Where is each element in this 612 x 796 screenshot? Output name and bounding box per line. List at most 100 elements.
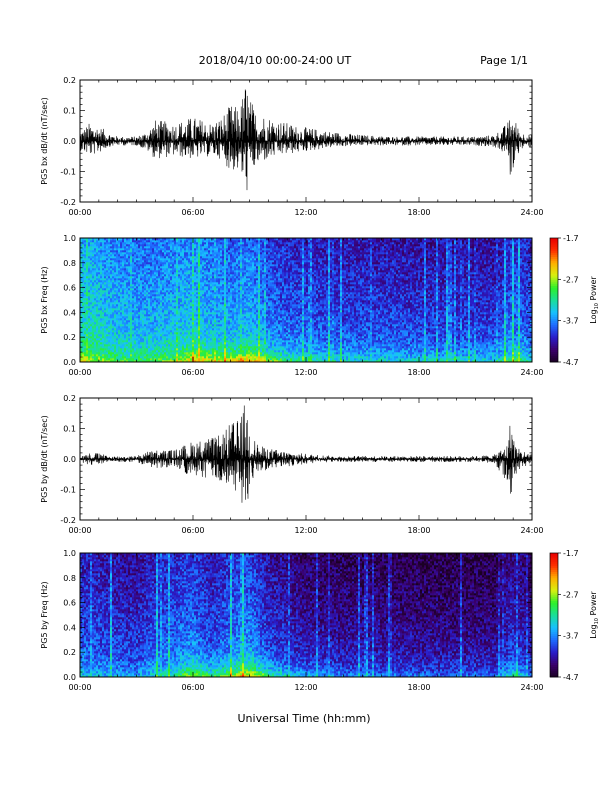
spectrogram-cell	[154, 318, 156, 320]
spectrogram-cell	[92, 300, 94, 302]
spectrogram-cell	[214, 354, 216, 356]
spectrogram-cell	[120, 260, 122, 262]
spectrogram-cell	[214, 256, 216, 258]
spectrogram-cell	[102, 316, 104, 318]
spectrogram-cell	[92, 252, 94, 254]
spectrogram-cell	[106, 336, 108, 338]
spectrogram-cell	[120, 290, 122, 292]
spectrogram-cell	[164, 344, 166, 346]
spectrogram-cell	[204, 304, 206, 306]
spectrogram-cell	[150, 282, 152, 284]
spectrogram-cell	[106, 306, 108, 308]
spectrogram-cell	[102, 242, 104, 244]
spectrogram-cell	[98, 338, 100, 340]
spectrogram-cell	[226, 272, 228, 274]
spectrogram-cell	[150, 328, 152, 330]
spectrogram-cell	[118, 318, 120, 320]
spectrogram-cell	[236, 318, 238, 320]
spectrogram-cell	[170, 266, 172, 268]
spectrogram-cell	[214, 336, 216, 338]
spectrogram-cell	[188, 354, 190, 356]
spectrogram-cell	[116, 268, 118, 270]
spectrogram-cell	[88, 304, 90, 306]
spectrogram-cell	[214, 348, 216, 350]
spectrogram-cell	[110, 336, 112, 338]
spectrogram-cell	[178, 242, 180, 244]
spectrogram-cell	[168, 306, 170, 308]
spectrogram-cell	[216, 248, 218, 250]
spectrogram-cell	[210, 252, 212, 254]
spectrogram-cell	[128, 260, 130, 262]
spectrogram-cell	[210, 334, 212, 336]
spectrogram-cell	[106, 352, 108, 354]
spectrogram-cell	[114, 346, 116, 348]
spectrogram-cell	[180, 268, 182, 270]
spectrogram-cell	[204, 246, 206, 248]
spectrogram-cell	[136, 302, 138, 304]
spectrogram-cell	[170, 256, 172, 258]
spectrogram-cell	[182, 288, 184, 290]
spectrogram-cell	[92, 338, 94, 340]
spectrogram-cell	[160, 252, 162, 254]
spectrogram-cell	[114, 284, 116, 286]
spectrogram-cell	[114, 242, 116, 244]
spectrogram-cell	[96, 292, 98, 294]
spectrogram-cell	[132, 312, 134, 314]
spectrogram-cell	[92, 276, 94, 278]
spectrogram-cell	[148, 338, 150, 340]
spectrogram-cell	[236, 276, 238, 278]
spectrogram-cell	[172, 338, 174, 340]
spectrogram-cell	[192, 302, 194, 304]
spectrogram-cell	[204, 262, 206, 264]
spectrogram-cell	[138, 308, 140, 310]
spectrogram-cell	[172, 248, 174, 250]
spectrogram-cell	[140, 266, 142, 268]
spectrogram-cell	[236, 274, 238, 276]
spectrogram-cell	[152, 240, 154, 242]
spectrogram-cell	[178, 292, 180, 294]
spectrogram-cell	[136, 306, 138, 308]
spectrogram-cell	[120, 324, 122, 326]
spectrogram-cell	[164, 260, 166, 262]
spectrogram-cell	[194, 320, 196, 322]
spectrogram-cell	[222, 282, 224, 284]
spectrogram-cell	[162, 324, 164, 326]
spectrogram-cell	[100, 294, 102, 296]
spectrogram-cell	[88, 246, 90, 248]
spectrogram-cell	[142, 286, 144, 288]
spectrogram-cell	[192, 246, 194, 248]
spectrogram-cell	[186, 310, 188, 312]
spectrogram-cell	[234, 282, 236, 284]
spectrogram-cell	[236, 258, 238, 260]
spectrogram-cell	[176, 318, 178, 320]
spectrogram-cell	[154, 270, 156, 272]
spectrogram-cell	[194, 268, 196, 270]
spectrogram-cell	[162, 286, 164, 288]
spectrogram-cell	[122, 316, 124, 318]
spectrogram-cell	[200, 272, 202, 274]
y-tick-label: 0.1	[63, 107, 76, 116]
spectrogram-cell	[204, 324, 206, 326]
spectrogram-cell	[104, 318, 106, 320]
spectrogram-cell	[94, 254, 96, 256]
spectrogram-cell	[166, 274, 168, 276]
spectrogram-cell	[136, 320, 138, 322]
spectrogram-cell	[186, 290, 188, 292]
spectrogram-cell	[132, 286, 134, 288]
spectrogram-cell	[168, 274, 170, 276]
spectrogram-cell	[196, 304, 198, 306]
spectrogram-cell	[164, 290, 166, 292]
spectrogram-cell	[98, 284, 100, 286]
spectrogram-cell	[164, 258, 166, 260]
spectrogram-cell	[222, 240, 224, 242]
spectrogram-cell	[100, 336, 102, 338]
spectrogram-cell	[124, 302, 126, 304]
spectrogram-cell	[146, 294, 148, 296]
spectrogram-cell	[180, 314, 182, 316]
spectrogram-cell	[178, 346, 180, 348]
spectrogram-cell	[120, 254, 122, 256]
spectrogram-cell	[168, 328, 170, 330]
spectrogram-cell	[218, 326, 220, 328]
spectrogram-cell	[106, 302, 108, 304]
spectrogram-cell	[122, 302, 124, 304]
